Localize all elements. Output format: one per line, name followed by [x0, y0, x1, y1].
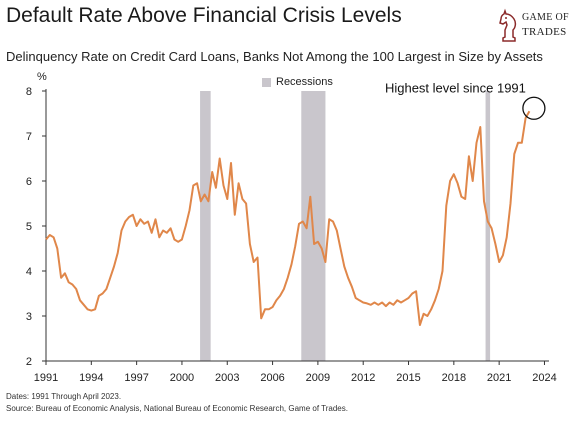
annotation-circle: [522, 96, 546, 120]
y-tick-label-4: 4: [26, 266, 32, 278]
y-tick-label-2: 2: [26, 356, 32, 368]
x-tick-label-2021: 2021: [487, 372, 511, 384]
legend-label-recessions: Recessions: [276, 76, 333, 88]
x-tick-label-2000: 2000: [170, 372, 194, 384]
line-chart: 2 3 4 5 6 7 8 1991 1994 1997 2000 2003 2006 2009 2012 2…: [26, 80, 557, 384]
logo-text-bottom: TRADES: [522, 26, 567, 38]
y-axis-unit: %: [37, 71, 47, 83]
x-tick-label-2012: 2012: [351, 372, 375, 384]
x-tick-label-2024: 2024: [532, 372, 556, 384]
footer-dates: Dates: 1991 Through April 2023.: [6, 392, 122, 401]
x-tick-label-2009: 2009: [306, 372, 330, 384]
y-tick-label-3: 3: [26, 311, 32, 323]
annotation-label: Highest level since 1991: [385, 80, 526, 95]
y-tick-label-7: 7: [26, 131, 32, 143]
x-tick-label-1997: 1997: [124, 372, 148, 384]
legend-swatch-recessions: [262, 77, 271, 87]
x-tick-label-2015: 2015: [396, 372, 420, 384]
y-tick-label-5: 5: [26, 221, 32, 233]
legend: Recessions: [262, 76, 333, 88]
x-tick-label-1991: 1991: [34, 372, 58, 384]
footer-source: Source: Bureau of Economic Analysis, Nat…: [6, 404, 348, 413]
recession-band-1: [200, 91, 211, 361]
y-tick-label-6: 6: [26, 176, 32, 188]
x-tick-label-1994: 1994: [79, 372, 103, 384]
chart-title: Default Rate Above Financial Crisis Leve…: [6, 4, 402, 27]
series-line-1: [45, 110, 531, 326]
x-tick-label-2018: 2018: [442, 372, 466, 384]
x-tick-label-2003: 2003: [215, 372, 239, 384]
recession-band-3: [485, 91, 491, 361]
x-tick-label-2006: 2006: [260, 372, 284, 384]
logo-text-top: GAME OF: [522, 12, 569, 23]
logo: GAME OF TRADES: [498, 6, 574, 48]
y-tick-label-8: 8: [26, 86, 32, 98]
chart-subtitle: Delinquency Rate on Credit Card Loans, B…: [6, 49, 543, 64]
chess-knight-icon: [499, 8, 517, 42]
